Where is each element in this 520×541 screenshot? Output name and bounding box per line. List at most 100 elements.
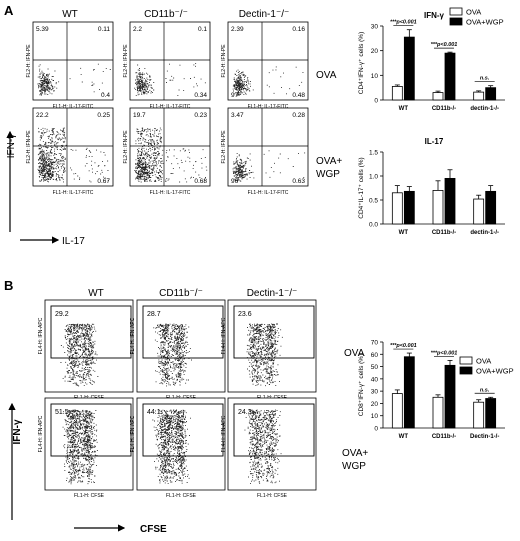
- plot-y-label: FL4-H: IFN-APC: [38, 317, 44, 354]
- legend-label: OVA: [466, 8, 481, 17]
- quadrant-ul-value: 5.39: [36, 26, 49, 33]
- b-row-label-ovawgp-2: WGP: [342, 461, 366, 472]
- bar-ovawgp: [485, 190, 497, 225]
- quadrant-ul-value: 19.7: [133, 112, 146, 119]
- bar-ovawgp: [444, 364, 456, 429]
- quadrant-lr-value: 0.34: [194, 92, 207, 99]
- plot-x-label: FL1-H: IL-17-FITC: [150, 190, 191, 196]
- x-tick-label: dectin-1-/-: [470, 230, 499, 236]
- scatter-dots: [232, 150, 306, 182]
- flow-plot-a-0-1: FL1-H: IL-17-FITC FL2-H: IFN-PE 2.2 0.1 0.34: [123, 21, 211, 110]
- legend-swatch: [459, 366, 473, 375]
- plot-x-label: FL1-H: IL-17-FITC: [53, 190, 94, 196]
- bar-ova: [473, 401, 485, 429]
- flow-plot-a-0-2: FL1-H: IL-17-FITC FL2-H: IFN-PE 2.39 0.16 97…: [221, 21, 309, 110]
- a-row-label-ovawgp-1: OVA+: [316, 156, 342, 167]
- panel-label-a: A: [4, 3, 14, 18]
- significance-label: n.s.: [480, 387, 490, 393]
- bar-ovawgp: [485, 87, 497, 101]
- plot-y-label: FL4-H: IFN-APC: [130, 317, 136, 354]
- bar-chart-2: 0 10 20 30 40 50 60 70 CD8⁺IFN-γ⁺ cells (%) WT ***…: [358, 340, 514, 441]
- legend-swatch: [449, 17, 463, 26]
- bar-chart-0: 0 10 20 30 IFN-γ CD4⁺IFN-γ⁺ cells (%) WT ***p<0…: [358, 8, 505, 112]
- bar-ova: [473, 91, 485, 101]
- quadrant-lr-value: 0.48: [292, 92, 305, 99]
- significance-label: ***p<0.001: [431, 350, 458, 356]
- plot-frame: [227, 107, 309, 187]
- plot-y-label: FL4-H: IFN-APC: [221, 317, 227, 354]
- flow-plot-b-1-0: 51.5 FL1-H: CFSE FL4-H: IFN-APC: [38, 397, 134, 499]
- flow-plot-a-1-1: FL1-H: IL-17-FITC FL2-H: IFN-PE 19.7 0.23 0.…: [123, 107, 211, 196]
- bar-ova: [391, 192, 403, 225]
- plot-y-label: FL4-H: IFN-APC: [221, 415, 227, 452]
- y-tick-label: 1.0: [369, 174, 378, 181]
- gate-box: [233, 403, 315, 457]
- panel-label-b: B: [4, 278, 13, 293]
- gate-box: [50, 403, 132, 457]
- b-col-header-wt: WT: [88, 288, 104, 299]
- y-tick-label: 30: [371, 24, 379, 31]
- plot-y-label: FL4-H: IFN-APC: [130, 415, 136, 452]
- quadrant-ul-value: 2.2: [133, 26, 142, 33]
- x-tick-label: CD11b-/-: [432, 434, 456, 440]
- x-tick-label: WT: [399, 106, 409, 112]
- scatter-dots: [60, 323, 99, 387]
- plot-x-label: FL1-H: CFSE: [257, 493, 288, 499]
- x-tick-label: WT: [399, 434, 409, 440]
- y-tick-label: 50: [371, 364, 379, 371]
- legend-label: OVA+WGP: [466, 18, 504, 27]
- quadrant-ur-value: 0.11: [98, 26, 111, 33]
- plot-x-label: FL1-H: IL-17-FITC: [248, 104, 289, 110]
- quadrant-lr-value: 0.63: [292, 178, 305, 185]
- scatter-dots: [244, 409, 282, 484]
- significance-label: ***p<0.001: [390, 343, 417, 349]
- a-row-label-ovawgp-2: WGP: [316, 169, 340, 180]
- legend-label: OVA: [476, 357, 491, 366]
- bar-ova: [391, 393, 403, 429]
- y-tick-label: 0: [374, 426, 378, 433]
- x-tick-label: Dectin-1-/-: [470, 434, 499, 440]
- quadrant-lr-value: 0.4: [101, 92, 110, 99]
- x-tick-label: dectin-1-/-: [470, 106, 499, 112]
- plot-x-label: FL1-H: IL-17-FITC: [53, 104, 94, 110]
- bar-ovawgp: [403, 36, 415, 101]
- y-tick-label: 0: [374, 98, 378, 105]
- bar-ova: [432, 396, 444, 429]
- y-axis-title: CD4⁺IFN-γ⁺ cells (%): [358, 32, 365, 94]
- legend-swatch: [459, 356, 473, 365]
- scatter-dots: [246, 323, 283, 387]
- plot-x-label: FL1-H: CFSE: [74, 493, 105, 499]
- gate-box: [233, 305, 315, 359]
- bar-ovawgp: [444, 177, 456, 225]
- flow-plot-b-1-1: 44.1 FL1-H: CFSE FL4-H: IFN-APC: [130, 397, 226, 499]
- legend-label: OVA+WGP: [476, 367, 514, 376]
- scatter-dots: [152, 409, 191, 484]
- quadrant-ur-value: 0.16: [292, 26, 305, 33]
- b-col-header-dectin: Dectin-1⁻/⁻: [247, 288, 298, 299]
- bar-ova: [391, 86, 403, 101]
- b-row-label-ova: OVA: [344, 348, 365, 359]
- y-tick-label: 10: [371, 73, 379, 80]
- x-tick-label: CD11b-/-: [432, 106, 456, 112]
- flow-plot-a-1-0: FL1-H: IL-17-FITC FL2-H: IFN-PE 22.2 0.25 0.…: [26, 107, 114, 196]
- chart-title: IFN-γ: [424, 11, 445, 20]
- y-tick-label: 0.0: [369, 222, 378, 229]
- significance-label: n.s.: [480, 76, 490, 82]
- plot-frame: [227, 397, 317, 491]
- bar-ovawgp: [444, 52, 456, 101]
- bar-ovawgp: [403, 356, 415, 429]
- plot-y-label: FL4-H: IFN-APC: [38, 415, 44, 452]
- y-tick-label: 40: [371, 376, 379, 383]
- b-row-label-ovawgp-1: OVA+: [342, 448, 368, 459]
- a-yaxis-label: IFN-γ: [6, 134, 17, 158]
- quadrant-ur-value: 0.28: [292, 112, 305, 119]
- y-tick-label: 0.5: [369, 198, 378, 205]
- bar-ova: [432, 92, 444, 101]
- a-row-label-ova: OVA: [316, 70, 337, 81]
- gate-box: [142, 403, 224, 457]
- scatter-dots: [134, 63, 206, 97]
